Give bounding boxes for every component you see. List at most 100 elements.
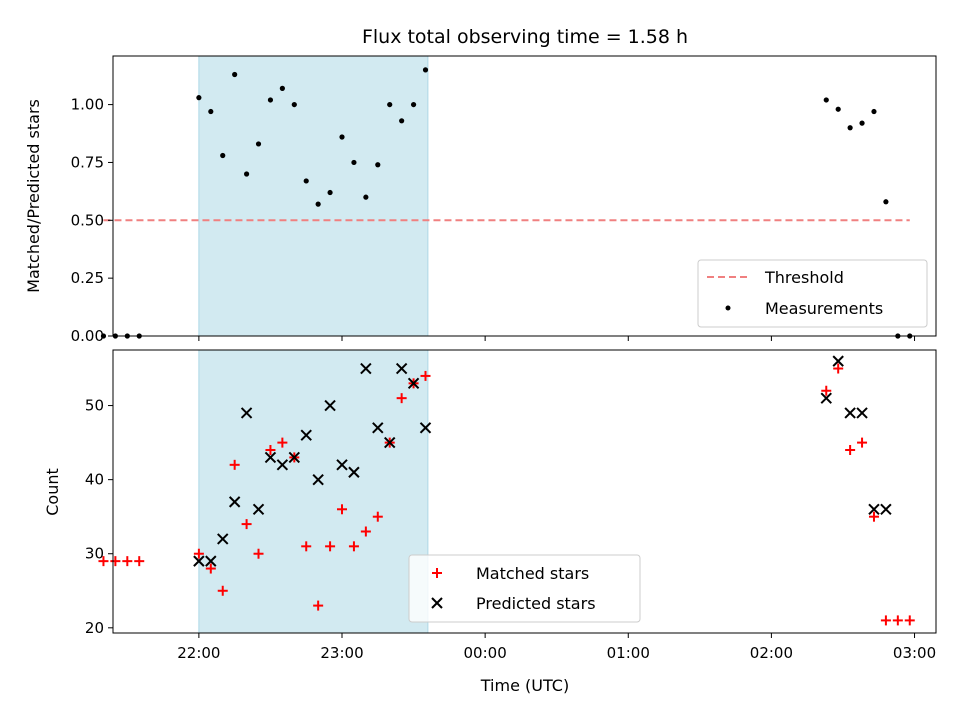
measurement-point (267, 97, 274, 103)
measurement-point (291, 101, 297, 108)
predicted-stars-mark (240, 407, 253, 419)
measurement-points-layer (100, 67, 913, 339)
measurement-point (303, 178, 309, 184)
predicted-stars-point (324, 399, 336, 412)
top-y-axis-title: Matched/Predicted stars (24, 99, 43, 293)
matched-stars-point (833, 363, 844, 374)
predicted-stars-mark (193, 555, 205, 567)
matched-stars-point (348, 541, 359, 552)
matched-stars-point (396, 393, 407, 404)
predicted-stars-legend-label: Predicted stars (476, 594, 596, 613)
predicted-stars-point (336, 459, 348, 471)
top-y-tick-label: 0.25 (71, 269, 104, 287)
matched-stars-legend-swatch (432, 568, 442, 578)
predicted-stars-mark (288, 451, 301, 464)
predicted-stars-mark (228, 496, 241, 508)
matched-stars-point (337, 504, 348, 515)
predicted-stars-point (228, 496, 241, 508)
matched-stars-point (868, 511, 879, 522)
measurement-point (220, 152, 226, 159)
predicted-stars-mark (217, 533, 229, 545)
predicted-stars-mark (336, 459, 348, 471)
predicted-stars-point (300, 429, 312, 441)
chart-title: Flux total observing time = 1.58 h (362, 26, 688, 48)
bottom-legend-box (408, 554, 641, 623)
predicted-stars-mark (395, 362, 408, 375)
bottom-shaded-region (198, 349, 429, 634)
bottom-x-ticks: 22:00 23:00 00:00 01:00 02:00 03:00 (177, 633, 936, 662)
matched-stars-point (193, 548, 204, 559)
predicted-stars-point (217, 533, 229, 545)
predicted-stars-point (312, 473, 324, 486)
top-y-tick-label: 1.00 (71, 96, 104, 114)
x-axis-title: Time (UTC) (480, 676, 569, 695)
matched-stars-point (134, 556, 145, 567)
top-shaded-region-layer (198, 55, 429, 337)
predicted-stars-mark (205, 555, 217, 567)
matched-stars-point (372, 511, 383, 522)
measurement-point (363, 194, 369, 200)
x-tick-label: 02:00 (750, 644, 793, 662)
predicted-stars-point (832, 355, 844, 367)
top-x-ticks (198, 336, 916, 341)
threshold-legend-label: Threshold (764, 268, 844, 287)
measurement-point (422, 67, 429, 73)
measurement-point (871, 108, 877, 115)
predicted-stars-point (360, 362, 372, 375)
bottom-shaded-region-layer (198, 349, 429, 634)
bottom-axes-frame (112, 349, 937, 634)
measurement-point (410, 101, 417, 108)
predicted-stars-mark (276, 459, 289, 471)
bottom-y-ticks: 20 30 40 50 (85, 397, 113, 637)
matched-stars-point (253, 548, 264, 559)
x-tick-label: 00:00 (464, 644, 507, 662)
predicted-stars-mark (868, 503, 880, 515)
predicted-stars-point (395, 362, 408, 375)
measurement-point (196, 95, 202, 101)
predicted-stars-mark (372, 422, 384, 434)
measurement-point (351, 159, 357, 166)
predicted-stars-mark (844, 407, 856, 419)
measurement-point (399, 118, 405, 124)
bottom-y-axis-title: Count (43, 468, 62, 516)
matched-stars-point (904, 615, 915, 626)
bottom-y-tick-label: 40 (85, 471, 104, 489)
predicted-stars-point (820, 392, 832, 404)
matched-stars-point (265, 445, 276, 456)
predicted-stars-point (419, 422, 432, 434)
predicted-stars-point (240, 407, 253, 419)
predicted-stars-point (264, 451, 277, 464)
matched-stars-legend-label: Matched stars (476, 564, 589, 583)
matched-stars-point (98, 556, 109, 567)
bottom-y-tick-label: 20 (85, 619, 104, 637)
matched-stars-point (360, 526, 371, 537)
matched-stars-point (110, 556, 121, 567)
matched-stars-point (325, 541, 336, 552)
matched-stars-point (229, 459, 240, 470)
matched-stars-point (892, 615, 903, 626)
predicted-stars-mark (312, 473, 324, 486)
matched-stars-point (217, 585, 228, 596)
matched-stars-point (122, 556, 133, 567)
predicted-stars-mark (360, 362, 372, 375)
count-points-layer (98, 355, 915, 626)
top-y-tick-label: 0.50 (71, 211, 104, 229)
predicted-stars-point (288, 451, 301, 464)
measurement-point (375, 162, 381, 168)
predicted-stars-point (384, 436, 396, 449)
predicted-stars-point (856, 407, 868, 419)
measurement-point (847, 125, 853, 131)
matched-stars-point (313, 600, 324, 611)
measurement-point (208, 108, 214, 115)
measurement-point (100, 333, 107, 339)
predicted-stars-mark (856, 407, 868, 419)
measurement-point (823, 97, 829, 103)
measurement-point (835, 106, 841, 112)
predicted-stars-mark (348, 466, 360, 478)
top-legend: Threshold Measurements (697, 259, 928, 328)
x-tick-label: 22:00 (177, 644, 220, 662)
top-axes: 0.00 0.25 0.50 0.75 1.00 Flux total observin… (24, 26, 937, 345)
measurement-point (255, 141, 262, 147)
predicted-stars-point (193, 555, 205, 567)
matched-stars-point (301, 541, 312, 552)
